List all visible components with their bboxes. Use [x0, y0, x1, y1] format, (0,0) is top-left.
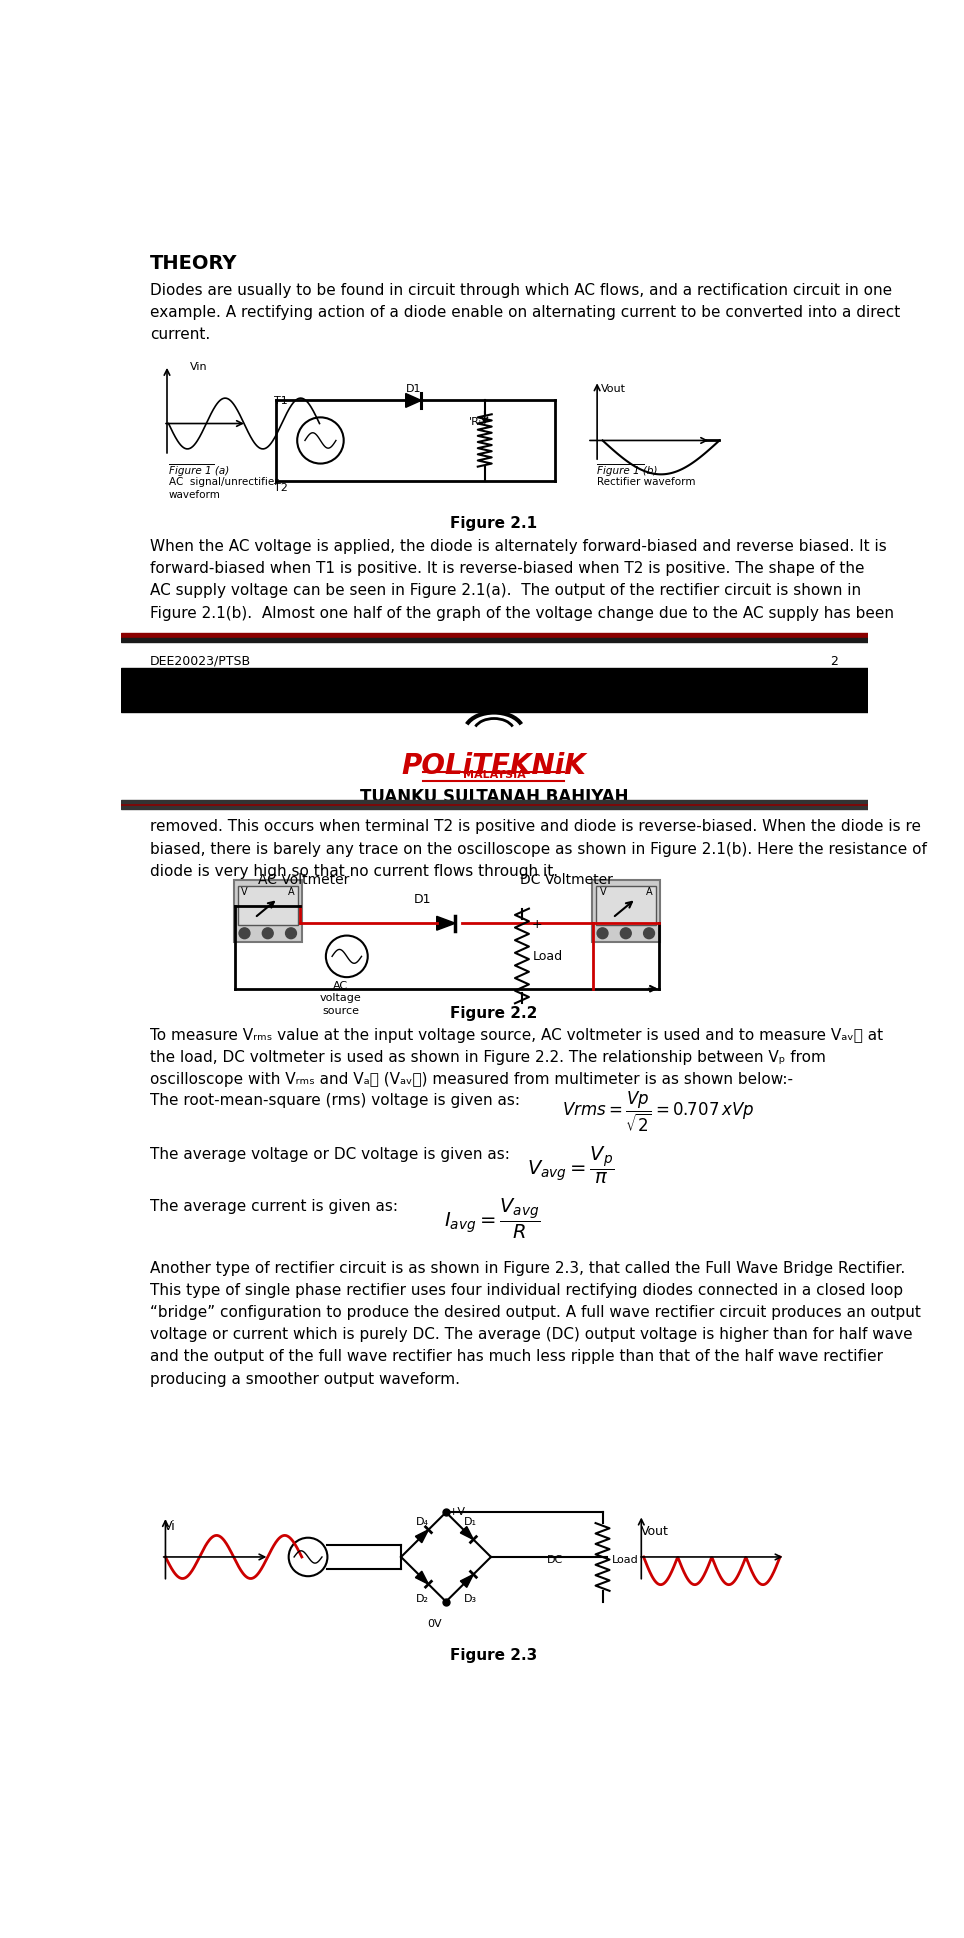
Polygon shape	[437, 917, 455, 930]
Text: D1: D1	[406, 384, 421, 393]
Circle shape	[262, 928, 273, 938]
Circle shape	[621, 928, 631, 938]
Circle shape	[239, 928, 250, 938]
Text: 0V: 0V	[427, 1618, 442, 1628]
FancyBboxPatch shape	[597, 886, 656, 924]
Polygon shape	[461, 1574, 473, 1587]
Text: 'Rₗ: 'Rₗ	[469, 417, 482, 428]
Text: V: V	[241, 888, 248, 897]
Polygon shape	[461, 1527, 473, 1539]
Text: Figure 1 (a): Figure 1 (a)	[169, 465, 228, 477]
Text: THEORY: THEORY	[150, 254, 237, 273]
Text: Figure 1 (b): Figure 1 (b)	[597, 465, 657, 477]
Text: V: V	[600, 888, 606, 897]
Text: D₂: D₂	[415, 1593, 428, 1605]
Text: A: A	[646, 888, 653, 897]
Bar	[120, 806, 868, 810]
Text: Figure 2.1: Figure 2.1	[450, 516, 538, 531]
Text: Vout: Vout	[601, 384, 626, 393]
Text: +: +	[531, 919, 542, 930]
Text: AC  signal/unrectifier
waveform: AC signal/unrectifier waveform	[169, 477, 279, 500]
Text: TUANKU SULTANAH BAHIYAH: TUANKU SULTANAH BAHIYAH	[360, 789, 629, 806]
Text: Vi: Vi	[164, 1519, 175, 1533]
Text: To measure Vᵣₘₛ value at the input voltage source, AC voltmeter is used and to m: To measure Vᵣₘₛ value at the input volta…	[150, 1027, 883, 1087]
Circle shape	[597, 928, 608, 938]
Text: The root-mean-square (rms) voltage is given as:: The root-mean-square (rms) voltage is gi…	[150, 1093, 520, 1109]
FancyBboxPatch shape	[593, 880, 660, 942]
Text: The average voltage or DC voltage is given as:: The average voltage or DC voltage is giv…	[150, 1147, 510, 1163]
Polygon shape	[415, 1529, 428, 1543]
Text: The average current is given as:: The average current is given as:	[150, 1200, 398, 1213]
Text: Diodes are usually to be found in circuit through which AC flows, and a rectific: Diodes are usually to be found in circui…	[150, 283, 900, 341]
FancyBboxPatch shape	[238, 886, 298, 924]
Text: D₄: D₄	[415, 1517, 428, 1527]
Polygon shape	[406, 393, 421, 407]
Text: D₃: D₃	[464, 1593, 476, 1605]
Bar	[120, 634, 868, 638]
Polygon shape	[415, 1572, 428, 1583]
Text: Vin: Vin	[190, 362, 208, 372]
Circle shape	[644, 928, 655, 938]
Text: D1: D1	[414, 893, 431, 907]
Text: $V_{avg} = \dfrac{V_p}{\pi}$: $V_{avg} = \dfrac{V_p}{\pi}$	[527, 1145, 615, 1186]
Text: DC Voltmeter: DC Voltmeter	[521, 874, 613, 888]
Text: T2: T2	[274, 483, 288, 492]
Text: A: A	[288, 888, 295, 897]
Text: 2: 2	[830, 655, 838, 667]
Text: removed. This occurs when terminal T2 is positive and diode is reverse-biased. W: removed. This occurs when terminal T2 is…	[150, 820, 926, 878]
Text: D₁: D₁	[464, 1517, 476, 1527]
Bar	[120, 802, 868, 806]
Text: Load: Load	[612, 1556, 638, 1566]
Text: $Vrms = \dfrac{Vp}{\sqrt{2}} = 0.707\,xVp$: $Vrms = \dfrac{Vp}{\sqrt{2}} = 0.707\,xV…	[562, 1089, 755, 1134]
Text: $I_{avg} = \dfrac{V_{avg}}{R}$: $I_{avg} = \dfrac{V_{avg}}{R}$	[444, 1196, 541, 1240]
Text: DEE20023/PTSB: DEE20023/PTSB	[150, 655, 251, 667]
Bar	[120, 669, 868, 711]
Text: +V: +V	[449, 1508, 467, 1517]
Text: Rectifier waveform: Rectifier waveform	[597, 477, 696, 486]
Text: MALAYSIA: MALAYSIA	[463, 769, 525, 779]
Bar	[120, 638, 868, 641]
Circle shape	[285, 928, 296, 938]
Text: Figure 2.2: Figure 2.2	[450, 1006, 538, 1021]
Text: AC
voltage
source: AC voltage source	[320, 981, 362, 1016]
Text: DC: DC	[547, 1556, 563, 1566]
Text: Vout: Vout	[641, 1525, 669, 1537]
FancyBboxPatch shape	[234, 880, 302, 942]
Text: Figure 2.3: Figure 2.3	[450, 1647, 538, 1663]
Text: -: -	[531, 1002, 536, 1016]
Text: AC Voltmeter: AC Voltmeter	[258, 874, 350, 888]
Text: POLiTEKNiK: POLiTEKNiK	[402, 752, 586, 781]
Text: Load: Load	[533, 950, 563, 963]
Text: T1: T1	[274, 395, 287, 405]
Text: When the AC voltage is applied, the diode is alternately forward-biased and reve: When the AC voltage is applied, the diod…	[150, 539, 894, 620]
Bar	[120, 800, 868, 802]
Text: Another type of rectifier circuit is as shown in Figure 2.3, that called the Ful: Another type of rectifier circuit is as …	[150, 1260, 921, 1386]
